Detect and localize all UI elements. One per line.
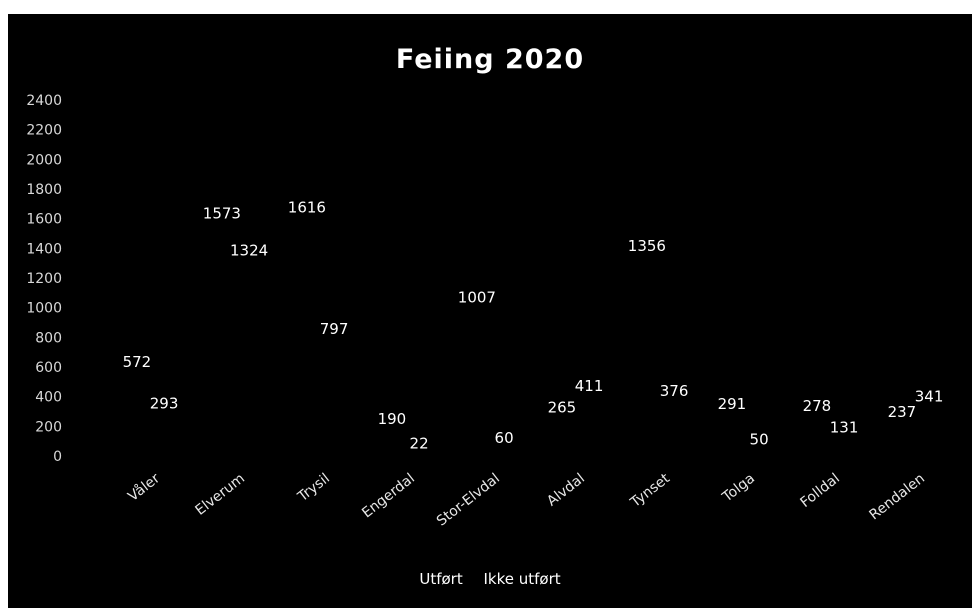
category-label: Stor-Elvdal	[434, 471, 503, 530]
legend: Utført Ikke utført	[8, 570, 972, 588]
bar-utfort	[123, 371, 151, 456]
y-tick-label: 200	[35, 419, 62, 435]
data-label-ikke-utfort: 60	[495, 429, 514, 447]
data-label-ikke-utfort: 376	[660, 382, 689, 400]
y-tick-label: 1200	[26, 271, 62, 287]
category-label: Rendalen	[867, 471, 928, 524]
data-label-ikke-utfort: 131	[830, 419, 859, 437]
bar-ikke-utfort	[320, 337, 348, 456]
data-label-utfort: 572	[123, 353, 152, 371]
data-label-utfort: 1356	[628, 237, 666, 255]
category-label: Engerdal	[359, 471, 418, 522]
y-tick-label: 800	[35, 330, 62, 346]
data-label-utfort: 265	[548, 399, 577, 417]
bar-ikke-utfort	[575, 395, 603, 456]
data-label-utfort: 190	[378, 410, 407, 428]
bar-ikke-utfort	[745, 448, 773, 456]
bar-ikke-utfort	[660, 400, 688, 456]
category-label: Våler	[125, 470, 163, 505]
data-label-ikke-utfort: 293	[150, 395, 179, 413]
data-label-ikke-utfort: 797	[320, 320, 349, 338]
data-label-ikke-utfort: 22	[410, 435, 429, 453]
y-tick-label: 1000	[26, 301, 62, 317]
bar-ikke-utfort	[150, 412, 178, 456]
category-label: Tynset	[627, 470, 673, 511]
category-label: Trysil	[294, 471, 333, 506]
data-label-ikke-utfort: 1324	[230, 242, 268, 260]
category-label: Folldal	[797, 471, 843, 511]
data-label-utfort: 1616	[288, 198, 326, 216]
y-tick-label: 0	[53, 449, 62, 465]
bar-utfort	[888, 420, 916, 456]
category-label: Tolga	[719, 471, 758, 506]
legend-entry-ikke-utfort: Ikke utført	[483, 570, 561, 588]
data-label-ikke-utfort: 341	[915, 387, 944, 405]
bar-utfort	[718, 412, 746, 456]
y-tick-label: 1800	[26, 182, 62, 198]
bar-utfort	[378, 427, 406, 456]
bar-utfort	[293, 216, 321, 456]
bar-utfort	[208, 222, 236, 456]
y-tick-label: 1600	[26, 212, 62, 228]
category-label: Alvdal	[544, 471, 588, 510]
chart-plot: 0 200 400 600 800 1000 1200 1400 1600 1800 2000 220…	[26, 93, 944, 530]
bar-utfort	[548, 416, 576, 456]
data-label-utfort: 291	[718, 395, 747, 413]
bar-utfort	[463, 306, 491, 456]
category-label: Elverum	[192, 471, 247, 519]
bar-ikke-utfort	[405, 452, 433, 456]
bar-ikke-utfort	[830, 436, 858, 456]
bar-ikke-utfort	[490, 447, 518, 456]
bar-utfort	[803, 414, 831, 456]
chart-frame: 0 200 400 600 800 1000 1200 1400 1600 1800 2000 220…	[8, 14, 972, 608]
bar-ikke-utfort	[235, 259, 263, 456]
y-tick-label: 2000	[26, 152, 62, 168]
legend-entry-utfort: Utført	[419, 570, 463, 588]
y-tick-label: 1400	[26, 241, 62, 257]
data-label-utfort: 1573	[203, 205, 241, 223]
y-tick-label: 600	[35, 360, 62, 376]
bar-ikke-utfort	[915, 405, 943, 456]
y-tick-label: 2400	[26, 93, 62, 109]
data-label-utfort: 1007	[458, 289, 496, 307]
data-label-ikke-utfort: 411	[575, 377, 604, 395]
chart-title: Feiing 2020	[395, 44, 585, 75]
data-label-ikke-utfort: 50	[750, 431, 769, 449]
bar-utfort	[633, 254, 661, 456]
data-label-utfort: 278	[803, 397, 832, 415]
y-tick-label: 400	[35, 390, 62, 406]
data-label-utfort: 237	[888, 403, 917, 421]
y-tick-label: 2200	[26, 123, 62, 139]
